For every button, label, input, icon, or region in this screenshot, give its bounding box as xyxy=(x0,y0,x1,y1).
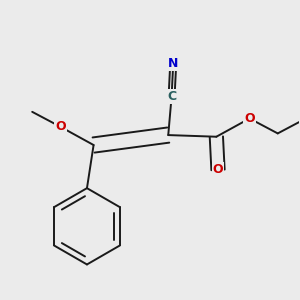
Text: O: O xyxy=(55,120,66,133)
Text: N: N xyxy=(168,57,178,70)
Text: O: O xyxy=(244,112,255,125)
Text: O: O xyxy=(213,164,223,176)
Text: C: C xyxy=(167,90,176,104)
